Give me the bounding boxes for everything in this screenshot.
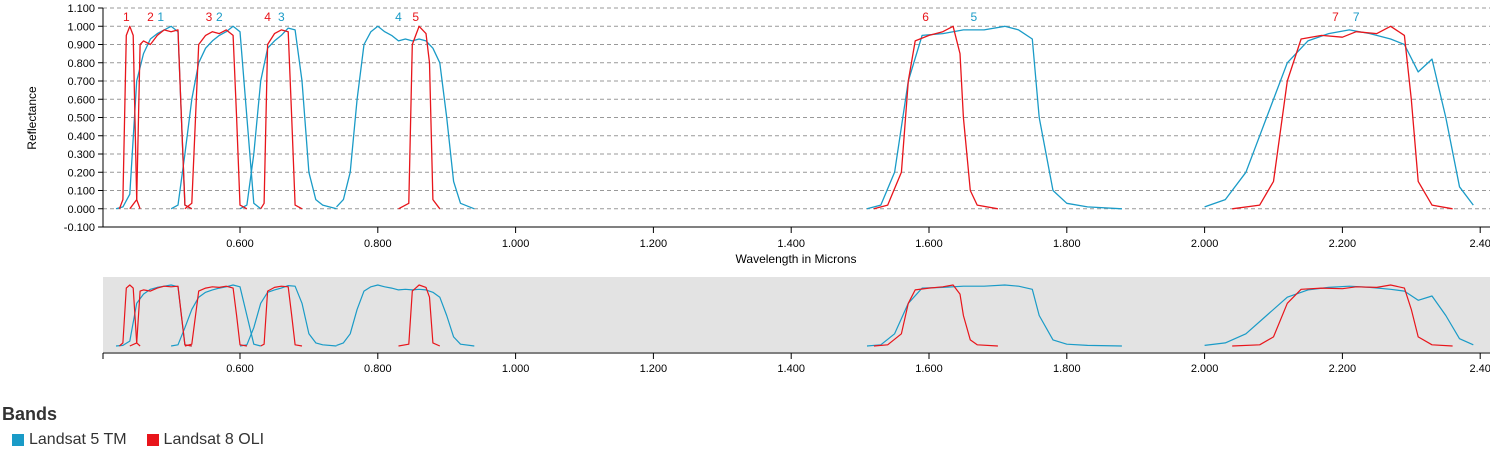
navigator-x-tick-label: 1.400 xyxy=(777,363,805,375)
y-tick-label: 0.100 xyxy=(67,186,95,198)
navigator-x-tick-label: 1.800 xyxy=(1053,363,1081,375)
x-tick-label: 2.200 xyxy=(1329,238,1357,250)
band-label-oli: 4 xyxy=(264,10,271,24)
navigator-line-tm-band xyxy=(866,284,1122,347)
x-tick-label: 1.000 xyxy=(502,238,530,250)
y-tick-label: 0.000 xyxy=(67,204,95,216)
navigator-x-tick-label: 2.200 xyxy=(1329,363,1357,375)
navigator-line-tm-band xyxy=(336,284,475,347)
x-tick-label: 1.400 xyxy=(777,238,805,250)
legend-swatch-tm xyxy=(12,434,24,446)
y-tick-label: 0.800 xyxy=(67,58,95,70)
y-tick-label: 0.300 xyxy=(67,149,95,161)
band-label-oli: 5 xyxy=(412,10,419,24)
y-axis-ticks: -0.100 0.000 0.100 0.200 0.300 0.400 0.500 0.60… xyxy=(64,3,103,234)
series-line-tm-band xyxy=(239,27,337,210)
band-label-oli: 7 xyxy=(1332,10,1339,24)
x-tick-label: 1.200 xyxy=(640,238,668,250)
y-tick-label: 0.700 xyxy=(67,76,95,88)
band-label-tm: 3 xyxy=(278,10,285,24)
y-axis-title: Reflectance xyxy=(25,86,39,150)
navigator-line-oli-band xyxy=(873,284,998,347)
navigator-line-tm-band xyxy=(170,284,261,347)
legend-title: Bands xyxy=(2,404,58,424)
navigator-background[interactable] xyxy=(103,277,1490,352)
band-label-tm: 5 xyxy=(970,10,977,24)
x-axis-ticks: 0.600 0.800 1.000 1.200 1.400 1.600 1.800 2.000… xyxy=(226,227,1490,250)
x-tick-label: 2.000 xyxy=(1191,238,1219,250)
spectral-chart: -0.100 0.000 0.100 0.200 0.300 0.400 0.500 0.60… xyxy=(25,3,1490,375)
navigator-x-tick-label: 2.40 xyxy=(1469,363,1490,375)
band-label-tm: 1 xyxy=(157,10,164,24)
band-label-oli: 3 xyxy=(206,10,213,24)
series-line-tm-band xyxy=(170,25,262,210)
navigator-line-oli-band xyxy=(260,285,303,347)
legend-items: Landsat 5 TM Landsat 8 OLI xyxy=(2,431,264,449)
navigator-line-oli-band xyxy=(184,285,248,347)
navigator-x-tick-label: 2.000 xyxy=(1191,363,1219,375)
band-label-tm: 4 xyxy=(395,10,402,24)
legend: Bands Landsat 5 TM Landsat 8 OLI xyxy=(2,404,264,449)
y-tick-label: -0.100 xyxy=(64,222,95,234)
series-line-oli-band xyxy=(184,29,248,210)
navigator-series xyxy=(115,284,1474,347)
y-tick-label: 0.900 xyxy=(67,40,95,52)
y-tick-label: 0.400 xyxy=(67,131,95,143)
legend-label-tm: Landsat 5 TM xyxy=(29,431,127,448)
series-line-oli-band xyxy=(129,29,193,210)
navigator-x-tick-label: 1.000 xyxy=(502,363,530,375)
legend-label-oli: Landsat 8 OLI xyxy=(163,431,265,448)
navigator-line-oli-band xyxy=(1232,284,1453,347)
y-tick-label: 1.000 xyxy=(67,21,95,33)
series-line-oli-band xyxy=(398,25,441,210)
navigator-x-tick-label: 0.600 xyxy=(226,363,254,375)
navigator-line-oli-band xyxy=(398,284,441,347)
x-axis-title: Wavelength in Microns xyxy=(736,252,857,266)
x-tick-label: 0.800 xyxy=(364,238,392,250)
series-line-tm-band xyxy=(1204,29,1474,208)
band-label-oli: 6 xyxy=(922,10,929,24)
series-line-oli-band xyxy=(260,29,303,210)
navigator-x-tick-label: 1.200 xyxy=(640,363,668,375)
x-tick-label: 2.40 xyxy=(1469,238,1490,250)
x-tick-label: 1.800 xyxy=(1053,238,1081,250)
legend-swatch-oli xyxy=(146,434,159,446)
navigator-x-tick-label: 1.600 xyxy=(915,363,943,375)
band-label-oli: 2 xyxy=(147,10,154,24)
y-tick-label: 0.500 xyxy=(67,113,95,125)
legend-item-landsat5-tm[interactable]: Landsat 5 TM xyxy=(2,431,127,449)
navigator-x-tick-label: 0.800 xyxy=(364,363,392,375)
legend-item-landsat8-oli[interactable]: Landsat 8 OLI xyxy=(137,431,265,449)
y-tick-label: 0.600 xyxy=(67,94,95,106)
x-tick-label: 1.600 xyxy=(915,238,943,250)
y-tick-label: 0.200 xyxy=(67,167,95,179)
main-plot-series xyxy=(115,25,1474,210)
navigator-x-axis-ticks: 0.600 0.800 1.000 1.200 1.400 1.600 1.800 2.000… xyxy=(102,352,1490,375)
y-tick-label: 1.100 xyxy=(67,3,95,15)
series-line-tm-band xyxy=(336,25,475,210)
navigator-line-oli-band xyxy=(129,285,192,347)
series-line-oli-band xyxy=(873,25,999,210)
band-label-tm: 2 xyxy=(216,10,223,24)
series-line-oli-band xyxy=(1232,25,1453,210)
series-line-tm-band xyxy=(866,25,1122,210)
band-label-oli: 1 xyxy=(123,10,130,24)
band-labels: 1 2 3 4 5 71 2 3 4 5 6 7 xyxy=(123,10,1360,24)
x-tick-label: 0.600 xyxy=(226,238,254,250)
band-label-tm: 7 xyxy=(1353,10,1360,24)
